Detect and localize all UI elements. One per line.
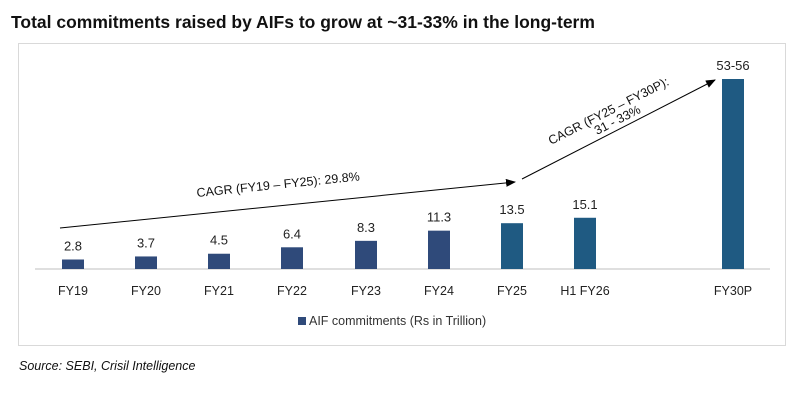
chart-frame <box>18 43 786 346</box>
value-label: 13.5 <box>499 202 524 217</box>
bar-h1-fy26 <box>574 217 596 269</box>
cagr-arrow-historical <box>59 178 516 229</box>
legend: AIF commitments (Rs in Trillion) <box>298 314 486 328</box>
value-label: 8.3 <box>357 220 375 235</box>
x-tick-label: FY23 <box>351 284 381 298</box>
x-tick-label: FY19 <box>58 284 88 298</box>
value-label: 3.7 <box>137 235 155 250</box>
value-label: 4.5 <box>210 233 228 248</box>
bar-fy20 <box>135 256 157 269</box>
legend-label: AIF commitments (Rs in Trillion) <box>309 314 487 328</box>
x-tick-label: FY22 <box>277 284 307 298</box>
cagr-label-projected-line1: CAGR (FY25 – FY30P): <box>546 75 671 148</box>
bar-fy22 <box>281 247 303 269</box>
value-label: 53-56 <box>716 58 749 73</box>
bar-fy24 <box>428 230 450 269</box>
cagr-arrow-projected <box>521 79 716 180</box>
x-tick-label: FY24 <box>424 284 454 298</box>
value-label: 15.1 <box>572 197 597 212</box>
bar-fy21 <box>208 253 230 269</box>
bar-fy19 <box>62 259 84 269</box>
cagr-label-historical: CAGR (FY19 – FY25): 29.8% <box>196 169 361 199</box>
x-tick-label: FY30P <box>714 284 752 298</box>
bar-fy25 <box>501 223 523 269</box>
value-label: 11.3 <box>427 210 451 225</box>
value-label: 2.8 <box>64 239 82 254</box>
x-tick-label: FY21 <box>204 284 234 298</box>
bar-fy23 <box>355 240 377 269</box>
x-tick-label: FY25 <box>497 284 527 298</box>
x-tick-label: FY20 <box>131 284 161 298</box>
source-note: Source: SEBI, Crisil Intelligence <box>19 359 196 373</box>
value-label: 6.4 <box>283 226 301 241</box>
legend-swatch <box>298 317 306 325</box>
x-tick-label: H1 FY26 <box>560 284 609 298</box>
bar-fy30p <box>722 79 744 269</box>
chart-title: Total commitments raised by AIFs to grow… <box>11 12 595 32</box>
